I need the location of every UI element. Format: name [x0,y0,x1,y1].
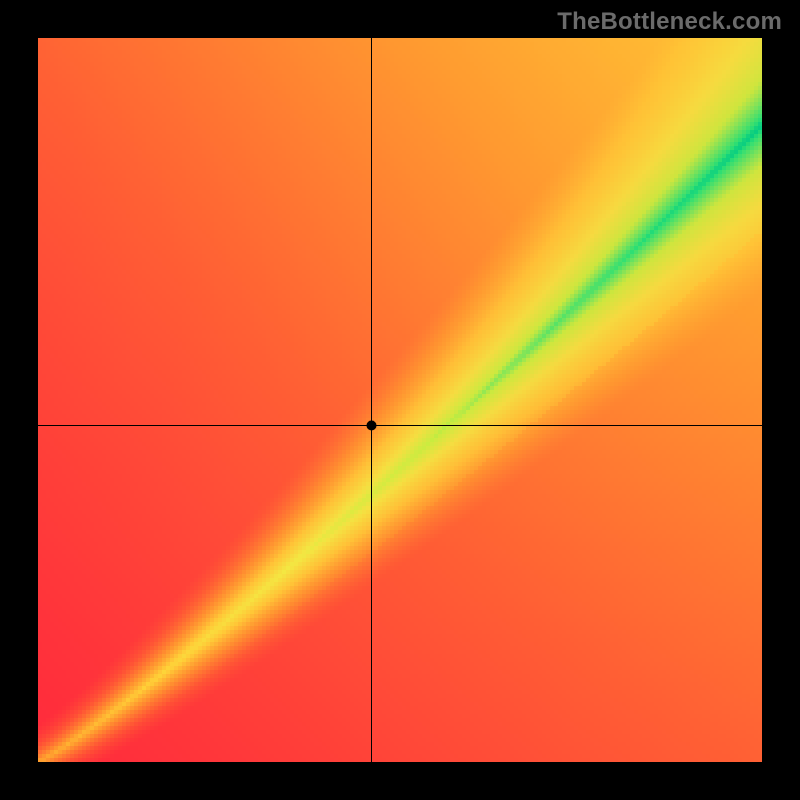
crosshair-overlay [38,38,762,762]
chart-container: { "canvas": { "width": 800, "height": 80… [0,0,800,800]
watermark-text: TheBottleneck.com [557,8,782,36]
